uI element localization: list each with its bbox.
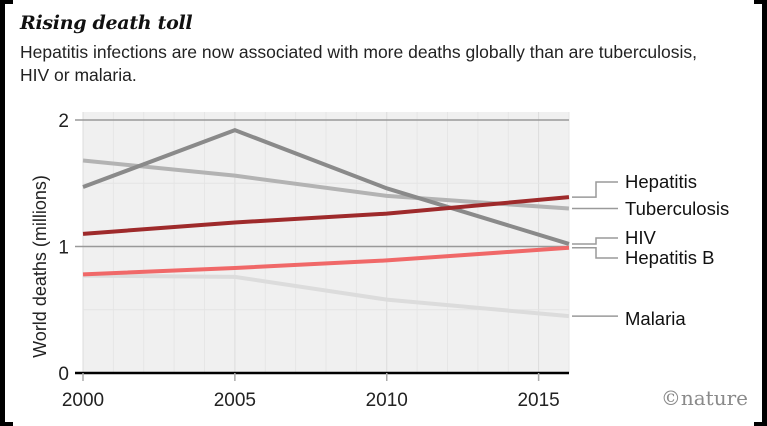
leader-line-hepatitis xyxy=(572,181,618,198)
leader-line-hiv xyxy=(572,237,618,245)
series-label-tuberculosis: Tuberculosis xyxy=(625,198,729,219)
frame-bracket-left xyxy=(0,0,13,426)
y-tick-label: 0 xyxy=(58,364,69,385)
leader-line-hepatitis-b xyxy=(572,247,618,259)
series-label-hiv: HIV xyxy=(625,227,657,248)
y-tick-label: 2 xyxy=(58,111,69,132)
series-line-hepatitis xyxy=(82,195,570,236)
series-line-hepatitis-b xyxy=(82,245,570,277)
series-lines xyxy=(82,127,570,319)
y-axis-title: World deaths (millions) xyxy=(30,175,50,358)
chart-title: Rising death toll xyxy=(20,12,193,34)
nature-watermark: ©nature xyxy=(661,386,748,410)
series-line-malaria xyxy=(82,273,570,319)
y-axis: 0 1 2 xyxy=(58,111,569,385)
series-line-tuberculosis xyxy=(82,158,570,211)
chart-subtitle: Hepatitis infections are now associated … xyxy=(20,42,698,85)
x-tick-label: 2015 xyxy=(517,390,559,411)
series-line-hiv xyxy=(82,127,570,246)
x-axis: 2000 2005 2010 2015 xyxy=(62,373,560,411)
frame-bracket-right xyxy=(754,0,767,426)
series-label-hepatitis-b: Hepatitis B xyxy=(625,247,714,268)
x-tick-label: 2000 xyxy=(62,390,104,411)
series-label-malaria: Malaria xyxy=(625,308,686,329)
x-tick-label: 2010 xyxy=(366,390,408,411)
y-tick-label: 1 xyxy=(58,238,69,259)
x-tick-label: 2005 xyxy=(214,390,256,411)
grid-lines xyxy=(82,112,570,373)
series-label-hepatitis: Hepatitis xyxy=(625,171,697,192)
